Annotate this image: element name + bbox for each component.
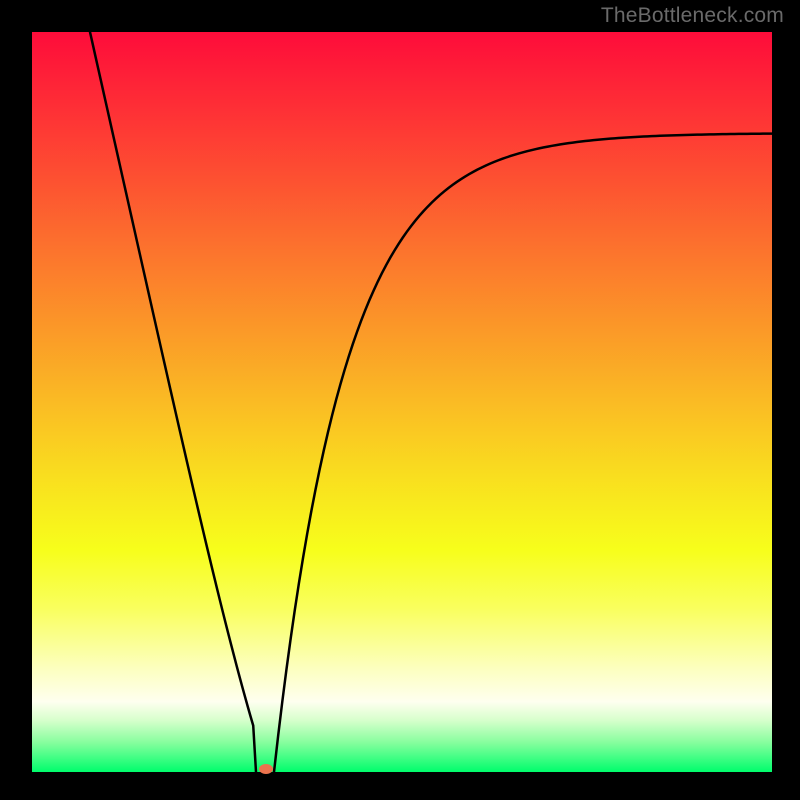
optimal-point-marker [259,764,273,774]
curve-right-branch [274,134,772,772]
figure-container: TheBottleneck.com [0,0,800,800]
bottleneck-curve [0,0,800,800]
curve-left-branch [90,32,256,772]
